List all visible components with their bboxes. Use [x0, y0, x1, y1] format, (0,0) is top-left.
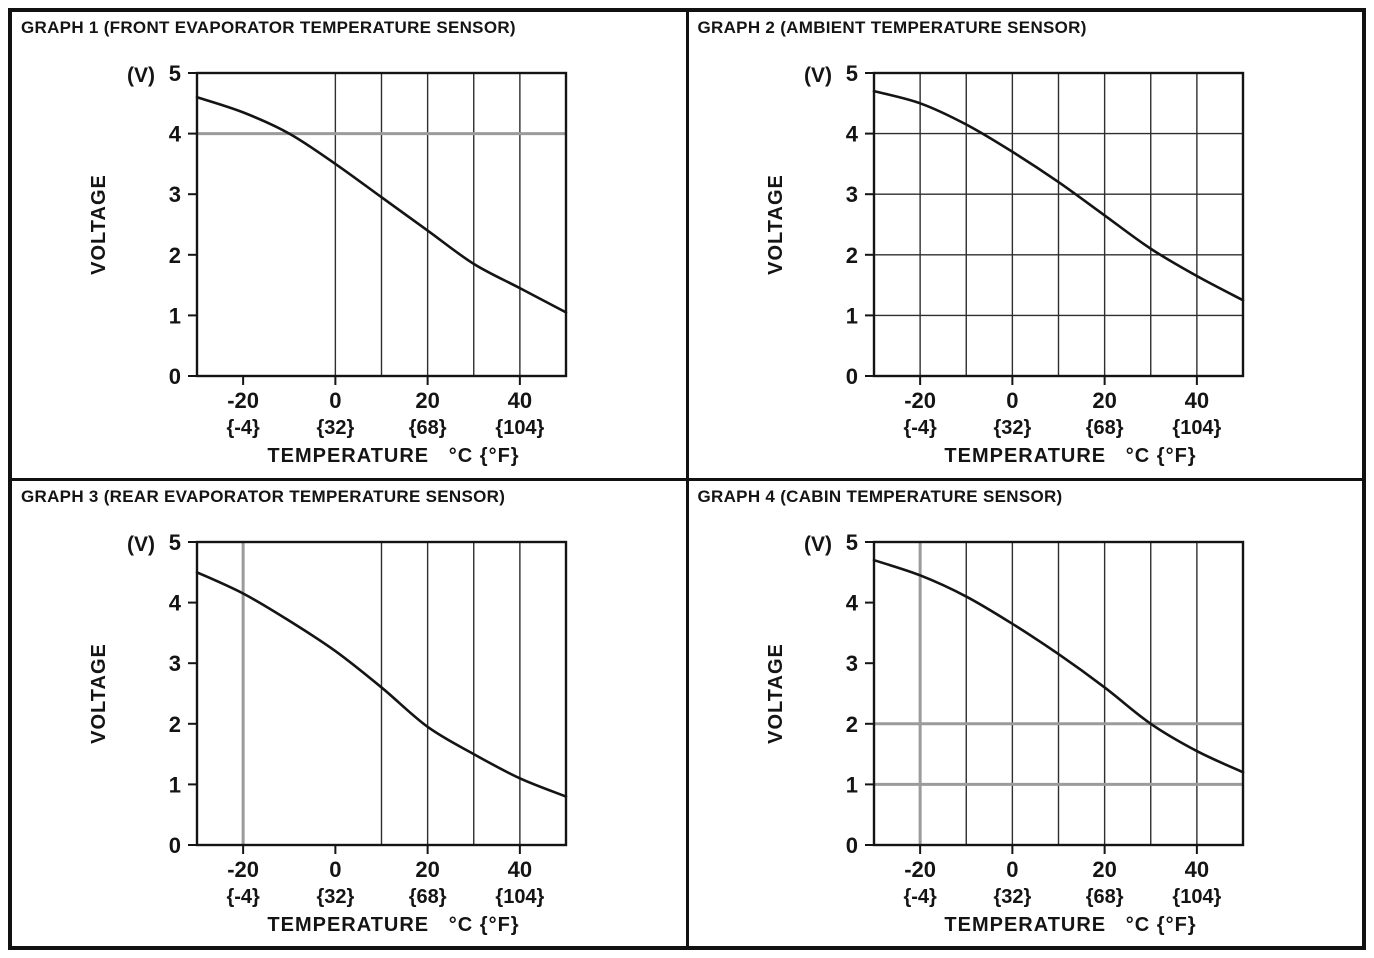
x-axis-label: TEMPERATURE °C {°F} [267, 914, 519, 936]
graph-3-chart: 0 1 2 3 4 5 -20 {-4} 0 {32} 20 {68} 40 {104} (V) VOLTAG… [88, 530, 568, 936]
x-tick-label-f: {32} [993, 417, 1031, 439]
y-tick-label: 5 [169, 61, 181, 86]
y-tick-label: 2 [169, 711, 181, 736]
x-tick-label-c: 20 [415, 388, 439, 413]
y-tick-label: 3 [845, 651, 857, 676]
x-axis-label: TEMPERATURE °C {°F} [944, 445, 1196, 467]
y-tick-label: 0 [169, 364, 181, 389]
x-tick-label-c: -20 [904, 857, 936, 882]
x-tick-label-c: 40 [1184, 388, 1208, 413]
graph-4-panel: GRAPH 4 (CABIN TEMPERATURE SENSOR) 0 1 2 3 4… [688, 480, 1362, 946]
y-tick-label: 3 [169, 651, 181, 676]
y-tick-label: 1 [169, 772, 181, 797]
y-axis-label: VOLTAGE [88, 643, 110, 744]
x-tick-label-f: {104} [1172, 886, 1221, 908]
x-axis-label: TEMPERATURE °C {°F} [267, 445, 519, 467]
y-tick-label: 1 [169, 303, 181, 328]
x-tick-label-c: 20 [1092, 857, 1116, 882]
graph-4-chart: 0 1 2 3 4 5 -20 {-4} 0 {32} 20 {68} 40 {104} (V) VOLTAG… [765, 530, 1244, 936]
y-axis-label: VOLTAGE [88, 174, 110, 275]
graph-1-chart: 0 1 2 3 4 5 -20 {-4} 0 {32} 20 {68} 40 {104} (V) VOLTAG… [88, 61, 568, 467]
y-tick-label: 2 [169, 243, 181, 268]
sensor-curve [195, 570, 568, 798]
x-tick-label-f: {32} [993, 886, 1031, 908]
y-axis-unit: (V) [804, 533, 832, 556]
graph-4-title: GRAPH 4 (CABIN TEMPERATURE SENSOR) [697, 486, 1063, 506]
x-tick-label-c: 40 [1184, 857, 1208, 882]
plot-border [872, 71, 1244, 378]
x-tick-label-f: {32} [316, 886, 354, 908]
graph-2-title: GRAPH 2 (AMBIENT TEMPERATURE SENSOR) [697, 18, 1087, 37]
y-axis-unit: (V) [127, 64, 155, 87]
x-tick-label-f: {104} [495, 417, 544, 439]
y-tick-label: 4 [169, 590, 182, 615]
x-tick-label-c: 0 [1006, 388, 1018, 413]
graph-2-panel: GRAPH 2 (AMBIENT TEMPERATURE SENSOR) 0 1 2… [688, 12, 1362, 478]
chart-grid-frame: GRAPH 1 (FRONT EVAPORATOR TEMPERATURE SE… [8, 8, 1366, 950]
y-tick-label: 3 [845, 182, 857, 207]
graph-2-chart: 0 1 2 3 4 5 -20 {-4} 0 {32} 20 {68} 40 {104} (V) VOLTAG… [765, 61, 1244, 467]
x-tick-label-c: 0 [1006, 857, 1018, 882]
y-tick-label: 0 [169, 833, 181, 858]
x-tick-label-f: {-4} [226, 417, 260, 439]
sensor-curve [872, 89, 1244, 302]
x-tick-label-f: {-4} [226, 886, 260, 908]
x-tick-label-c: 40 [508, 388, 532, 413]
x-tick-label-c: -20 [904, 388, 936, 413]
y-axis-label: VOLTAGE [765, 643, 787, 744]
x-tick-label-c: -20 [227, 857, 259, 882]
x-tick-label-f: {-4} [903, 417, 937, 439]
x-tick-label-c: -20 [227, 388, 259, 413]
y-axis-unit: (V) [804, 64, 832, 87]
x-tick-label-c: 0 [329, 388, 341, 413]
plot-border [195, 71, 568, 378]
y-tick-label: 4 [169, 122, 182, 147]
x-tick-label-c: 40 [508, 857, 532, 882]
x-tick-label-f: {68} [409, 417, 447, 439]
graph-1-panel: GRAPH 1 (FRONT EVAPORATOR TEMPERATURE SE… [12, 12, 686, 478]
x-tick-label-f: {104} [1172, 417, 1221, 439]
sensor-curve [872, 558, 1244, 774]
y-tick-label: 4 [845, 122, 858, 147]
x-tick-label-f: {68} [1085, 417, 1123, 439]
graph-1-title: GRAPH 1 (FRONT EVAPORATOR TEMPERATURE SE… [21, 18, 516, 37]
x-tick-label-c: 20 [415, 857, 439, 882]
y-tick-label: 1 [845, 772, 857, 797]
y-axis-unit: (V) [127, 533, 155, 556]
y-tick-label: 1 [845, 303, 857, 328]
plot-border [872, 540, 1244, 846]
y-axis-label: VOLTAGE [765, 174, 787, 275]
plot-border [195, 540, 568, 846]
y-tick-label: 2 [845, 243, 857, 268]
x-tick-label-f: {104} [495, 886, 544, 908]
x-tick-label-c: 20 [1092, 388, 1116, 413]
y-tick-label: 2 [845, 711, 857, 736]
y-tick-label: 4 [845, 590, 858, 615]
x-axis-label: TEMPERATURE °C {°F} [944, 914, 1196, 936]
graph-3-panel: GRAPH 3 (REAR EVAPORATOR TEMPERATURE SEN… [12, 480, 686, 946]
y-tick-label: 5 [169, 530, 181, 555]
x-tick-label-f: {32} [316, 417, 354, 439]
y-tick-label: 0 [845, 364, 857, 389]
x-tick-label-c: 0 [329, 857, 341, 882]
y-tick-label: 5 [845, 530, 857, 555]
x-tick-label-f: {68} [1085, 886, 1123, 908]
y-tick-label: 3 [169, 182, 181, 207]
x-tick-label-f: {-4} [903, 886, 937, 908]
sensor-curve [195, 95, 568, 314]
x-tick-label-f: {68} [409, 886, 447, 908]
graph-3-title: GRAPH 3 (REAR EVAPORATOR TEMPERATURE SEN… [21, 486, 506, 506]
y-tick-label: 5 [845, 61, 857, 86]
y-tick-label: 0 [845, 833, 857, 858]
